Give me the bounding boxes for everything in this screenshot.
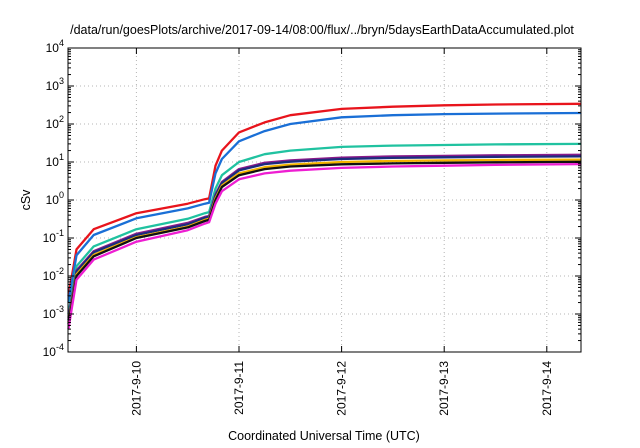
y-axis-label: cSv <box>19 189 33 211</box>
series-line-2 <box>67 111 582 303</box>
x-tick-label: 2017-9-11 <box>232 361 246 415</box>
y-tick-label: 100 <box>46 190 64 207</box>
grid-lines <box>68 48 581 352</box>
x-axis: 2017-9-10 2017-9-11 2017-9-12 2017-9-13 2017… <box>129 48 554 416</box>
y-tick-label: 103 <box>46 76 64 93</box>
data-series <box>67 102 582 330</box>
y-tick-label: 104 <box>46 38 64 55</box>
y-tick-label: 102 <box>46 114 64 131</box>
series-line-1 <box>67 102 582 297</box>
series-line-6 <box>67 158 582 323</box>
series-line-7 <box>67 160 582 325</box>
y-axis: 10-4 10-3 10-2 10-1 100 101 102 103 104 <box>43 38 581 359</box>
series-line-3 <box>67 142 582 315</box>
series-line-5 <box>67 155 582 321</box>
y-tick-label: 10-3 <box>43 304 64 321</box>
chart-title: /data/run/goesPlots/archive/2017-09-14/0… <box>70 23 574 37</box>
x-tick-label: 2017-9-12 <box>335 361 349 416</box>
y-tick-label: 101 <box>46 152 64 169</box>
y-tick-label: 10-1 <box>43 228 64 245</box>
series-line-8 <box>67 162 582 330</box>
x-axis-label: Coordinated Universal Time (UTC) <box>228 429 420 443</box>
x-tick-label: 2017-9-13 <box>437 361 451 416</box>
y-tick-label: 10-4 <box>43 342 64 359</box>
x-tick-label: 2017-9-10 <box>129 361 143 416</box>
y-tick-label: 10-2 <box>43 266 64 283</box>
x-tick-label: 2017-9-14 <box>540 361 554 416</box>
